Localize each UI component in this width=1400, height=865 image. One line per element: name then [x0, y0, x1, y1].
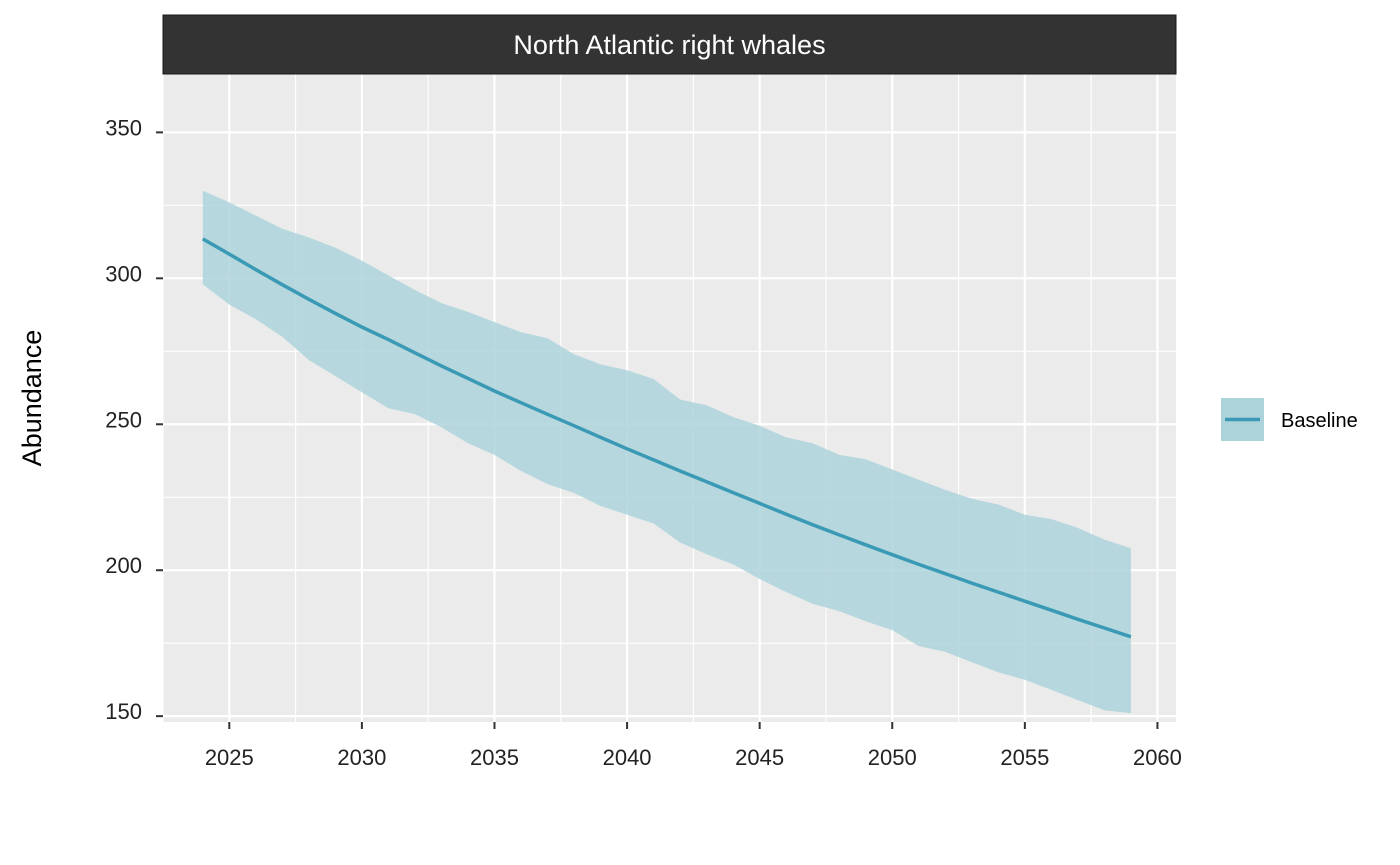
x-tick-label: 2025	[205, 745, 254, 770]
y-tick-label: 300	[105, 261, 142, 286]
axis-layer: 2025 2030 2035 2040 2045 2050 2055 2060 150 200 25…	[105, 115, 1182, 770]
y-tick-label: 250	[105, 407, 142, 432]
x-tick-label: 2050	[868, 745, 917, 770]
facet-strip-background	[162, 14, 1177, 75]
x-tick-label: 2040	[603, 745, 652, 770]
data-layer	[201, 190, 1132, 714]
y-tick-label: 350	[105, 115, 142, 140]
y-axis-title: Abundance	[17, 330, 47, 467]
y-tick-label: 150	[105, 699, 142, 724]
x-tick-label: 2030	[337, 745, 386, 770]
chart-title: North Atlantic right whales	[513, 30, 825, 60]
y-tick-label: 200	[105, 553, 142, 578]
x-tick-label: 2055	[1000, 745, 1049, 770]
x-tick-label: 2045	[735, 745, 784, 770]
x-tick-label: 2035	[470, 745, 519, 770]
legend: Baseline	[1221, 398, 1358, 441]
legend-label-baseline: Baseline	[1281, 410, 1358, 432]
confidence-ribbon	[202, 190, 1131, 714]
series-line-baseline	[201, 237, 1132, 639]
facet-strip: North Atlantic right whales	[162, 14, 1177, 75]
x-tick-label: 2060	[1133, 745, 1182, 770]
